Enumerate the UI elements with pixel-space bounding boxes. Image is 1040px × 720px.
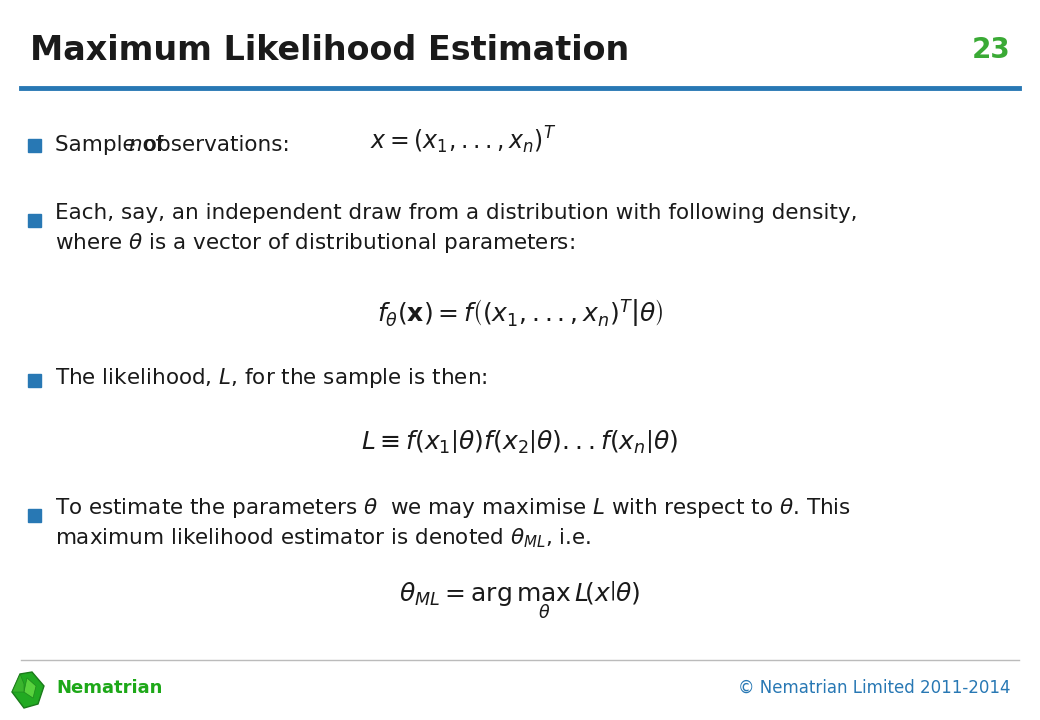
Text: $n$: $n$ xyxy=(128,135,142,155)
Text: maximum likelihood estimator is denoted $\theta_{ML}$, i.e.: maximum likelihood estimator is denoted … xyxy=(55,526,592,550)
Text: 23: 23 xyxy=(971,36,1010,64)
Text: © Nematrian Limited 2011-2014: © Nematrian Limited 2011-2014 xyxy=(737,679,1010,697)
Text: where $\theta$ is a vector of distributional parameters:: where $\theta$ is a vector of distributi… xyxy=(55,231,575,255)
Bar xyxy=(28,214,41,227)
Text: $f_{\theta}\left(\mathbf{x}\right) = f\left(\left(x_1,...,x_n\right)^T\middle|\t: $f_{\theta}\left(\mathbf{x}\right) = f\l… xyxy=(376,297,664,328)
Polygon shape xyxy=(12,674,24,692)
Polygon shape xyxy=(12,672,44,708)
Text: $L \equiv f\left(x_1\middle|\theta\right)f\left(x_2\middle|\theta\right)...f\lef: $L \equiv f\left(x_1\middle|\theta\right… xyxy=(362,428,678,456)
Text: $\theta_{ML} = \arg\max_{\theta}\, L\!\left(x\middle|\theta\right)$: $\theta_{ML} = \arg\max_{\theta}\, L\!\l… xyxy=(399,579,641,621)
Bar xyxy=(28,374,41,387)
Polygon shape xyxy=(24,678,36,698)
Text: To estimate the parameters $\theta$  we may maximise $L$ with respect to $\theta: To estimate the parameters $\theta$ we m… xyxy=(55,496,851,520)
Text: Each, say, an independent draw from a distribution with following density,: Each, say, an independent draw from a di… xyxy=(55,203,858,223)
Text: Nematrian: Nematrian xyxy=(56,679,162,697)
Text: Sample of: Sample of xyxy=(55,135,171,155)
Text: observations:: observations: xyxy=(137,135,290,155)
Text: The likelihood, $L$, for the sample is then:: The likelihood, $L$, for the sample is t… xyxy=(55,366,488,390)
Bar xyxy=(28,138,41,151)
Text: Maximum Likelihood Estimation: Maximum Likelihood Estimation xyxy=(30,34,629,66)
Text: $x = \left(x_1,...,x_n\right)^T$: $x = \left(x_1,...,x_n\right)^T$ xyxy=(370,125,556,156)
Bar xyxy=(28,508,41,521)
